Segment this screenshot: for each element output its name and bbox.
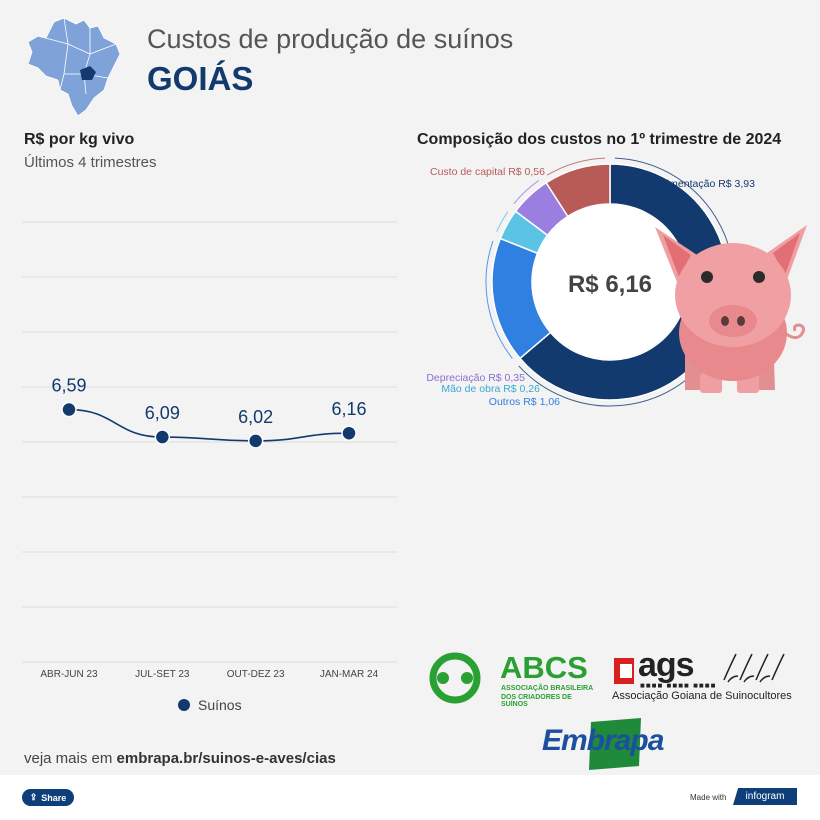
data-label: 6,59 bbox=[51, 376, 86, 396]
slice-label: Custo de capital R$ 0,56 bbox=[430, 166, 545, 178]
embrapa-leaf bbox=[589, 718, 641, 770]
donut-center-label: R$ 6,16 bbox=[568, 271, 652, 298]
infogram-badge[interactable]: infogram bbox=[733, 788, 797, 805]
slice-label: Depreciação R$ 0,35 bbox=[426, 372, 525, 384]
abcs-name: ABCS bbox=[500, 650, 588, 685]
data-label: 6,02 bbox=[238, 407, 273, 427]
x-tick-label: JUL-SET 23 bbox=[135, 669, 190, 680]
made-with-label: Made with bbox=[690, 793, 727, 802]
ags-sub: Associação Goiana de Suinocultores bbox=[612, 690, 792, 702]
brazil-map-icon bbox=[27, 17, 121, 117]
footer-link[interactable]: embrapa.br/suinos-e-aves/cias bbox=[116, 750, 336, 767]
embrapa-logo: Embrapa bbox=[540, 718, 675, 770]
data-label: 6,09 bbox=[145, 403, 180, 423]
donut-slice bbox=[545, 163, 611, 218]
legend-label: Suínos bbox=[198, 697, 242, 713]
state-title: GOIÁS bbox=[147, 60, 254, 97]
line-chart: ABR-JUN 23 JUL-SET 23 OUT-DEZ 23 JAN-MAR 24… bbox=[22, 221, 397, 680]
share-button[interactable]: ⇪ Share bbox=[22, 789, 74, 806]
abcs-sub2: DOS CRIADORES DE SUÍNOS bbox=[501, 694, 572, 708]
footer-prefix: veja mais em bbox=[24, 750, 117, 767]
share-label: Share bbox=[41, 792, 67, 803]
ags-name: ags bbox=[638, 646, 695, 684]
slice-guide-arc bbox=[496, 211, 509, 232]
donut-chart-title: Composição dos custos no 1º trimestre de… bbox=[417, 131, 782, 148]
legend-marker bbox=[178, 699, 190, 711]
line-legend[interactable]: Suínos bbox=[178, 697, 242, 713]
slice-label: Mão de obra R$ 0,26 bbox=[441, 383, 540, 395]
abcs-mark bbox=[429, 652, 481, 704]
abcs-sub1: ASSOCIAÇÃO BRASILEIRA bbox=[501, 685, 594, 692]
ags-dots: ■■■■ ■■■■ ■■■■ bbox=[640, 681, 717, 690]
footer-text: veja mais em embrapa.br/suinos-e-aves/ci… bbox=[24, 750, 336, 767]
x-tick-label: JAN-MAR 24 bbox=[320, 669, 379, 680]
line-chart-title: R$ por kg vivo bbox=[24, 131, 135, 148]
slice-guide-arc bbox=[546, 157, 606, 176]
embrapa-name: Embrapa bbox=[542, 724, 664, 757]
slice-label: Outros R$ 1,06 bbox=[489, 396, 560, 408]
abcs-logo: ABCS ASSOCIAÇÃO BRASILEIRA DOS CRIADORES… bbox=[417, 650, 597, 708]
donut-hole bbox=[533, 205, 687, 359]
x-tick-label: OUT-DEZ 23 bbox=[227, 669, 285, 680]
ags-logo: ags ■■■■ ■■■■ ■■■■ Associação Goiana de … bbox=[612, 646, 797, 706]
slice-guide-arc bbox=[513, 180, 540, 205]
line-chart-subtitle: Últimos 4 trimestres bbox=[24, 154, 157, 171]
pig-illustration bbox=[655, 225, 807, 393]
x-tick-label: ABR-JUN 23 bbox=[40, 669, 98, 680]
data-point bbox=[154, 429, 171, 445]
pigs-line-icon bbox=[723, 653, 785, 683]
data-point bbox=[341, 425, 357, 441]
data-point bbox=[247, 433, 264, 449]
data-label: 6,16 bbox=[331, 399, 366, 419]
page-title: Custos de produção de suínos bbox=[147, 24, 514, 54]
data-point bbox=[61, 401, 77, 418]
slice-guide-arc bbox=[485, 240, 513, 359]
series-line bbox=[68, 408, 350, 442]
slice-label: Alimentação R$ 3,93 bbox=[658, 178, 756, 190]
donut-chart: R$ 6,16 Alimentação R$ 3,93 Outros R$ 1,06… bbox=[426, 157, 756, 408]
share-icon: ⇪ bbox=[29, 792, 38, 802]
ags-flag-icon bbox=[614, 658, 634, 684]
